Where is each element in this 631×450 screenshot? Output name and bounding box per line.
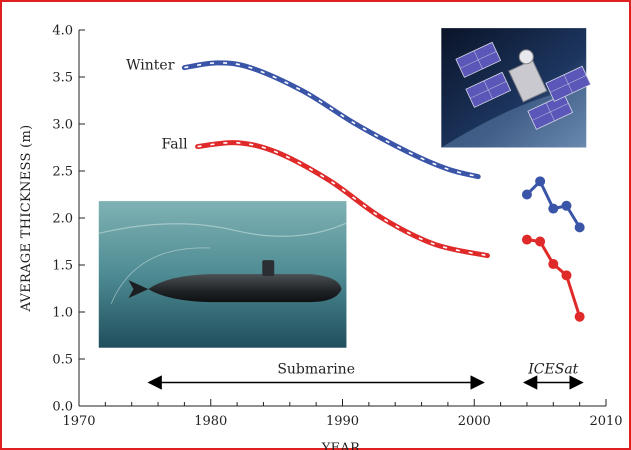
x-tick-label: 2010 [589,414,622,429]
x-tick-label: 1990 [326,414,359,429]
y-axis-label: AVERAGE THICKNESS (m) [19,125,34,313]
submarine-tower [262,260,275,277]
satellite-body [508,59,548,103]
solar-panel [545,65,592,102]
series-line [181,60,481,180]
submarine-tail [128,280,149,299]
y-tick-label: 0.0 [52,400,73,415]
range-label: ICESat [527,362,578,378]
range-label: Submarine [277,362,355,378]
submarine-image [98,201,347,348]
y-tick-label: 1.0 [52,306,73,321]
data-point [535,236,546,247]
data-point [535,176,546,187]
solar-panel [527,93,574,130]
data-point [548,259,559,270]
panel-grid [563,74,573,94]
data-point [574,311,585,322]
y-tick-label: 0.5 [52,353,73,368]
series-label: Fall [161,137,188,153]
surface-ripple [98,222,347,237]
x-tick-label: 1970 [62,414,95,429]
y-tick-label: 3.5 [52,71,73,86]
x-axis-label: YEAR [321,441,361,450]
data-point [521,189,532,200]
series-layer: Winter Fall [126,58,585,322]
y-tick-label: 3.0 [52,118,73,133]
x-tick-label: 2000 [458,414,491,429]
y-tick-label: 1.5 [52,259,73,274]
data-point [561,200,572,211]
y-tick-label: 2.5 [52,165,73,180]
data-point [561,270,572,281]
panel-grid [473,50,483,70]
y-tick-label: 2.0 [52,212,73,227]
data-point [574,222,585,233]
satellite-image [441,28,592,148]
y-tick-label: 4.0 [52,24,73,39]
data-point [521,234,532,245]
series-label: Winter [126,58,175,74]
ticks: 0.0 0.5 1.0 1.5 2.0 2.5 3.0 3.5 4.0 1970 1980 1990 2… [52,24,622,430]
cable-line [110,247,211,304]
series-line-dash [197,141,488,257]
panel-grid [483,80,493,100]
submarine-hull [148,274,342,303]
series-line-dash [184,62,479,178]
x-tick-label: 1980 [194,414,227,429]
sensor-dish [518,49,534,65]
annotations: Submarine ICESat [147,362,584,390]
solar-panel [455,41,502,78]
series-line [526,238,582,318]
solar-panel [465,71,512,108]
panel-grid [545,102,555,122]
data-point [548,203,559,214]
